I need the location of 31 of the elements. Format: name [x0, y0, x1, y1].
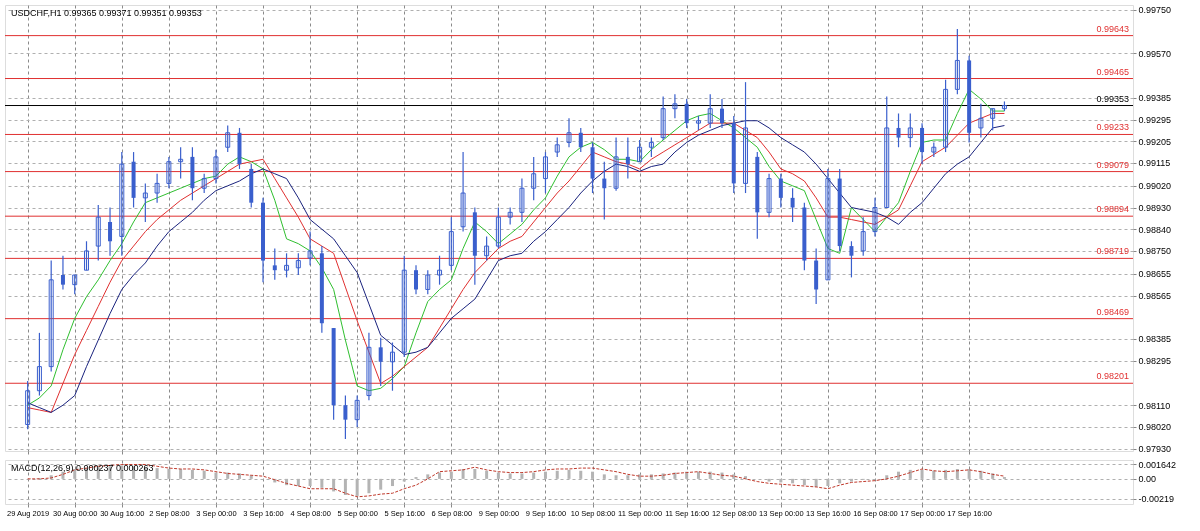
ref-line-label: 0.98719	[1096, 246, 1129, 257]
y-tick-label: 0.99385	[1138, 93, 1172, 104]
y-tick-label: 0.98565	[1138, 291, 1172, 301]
chart-title: USDCHF,H1 0.99365 0.99371 0.99351 0.99353	[11, 8, 202, 18]
y-tick-label: 0.99020	[1138, 181, 1172, 192]
y-tick-label: 0.98750	[1138, 246, 1172, 257]
y-tick-label: 0.99295	[1138, 115, 1172, 126]
ref-line-label: 0.98469	[1096, 306, 1129, 317]
y-tick-label: 0.99570	[1138, 48, 1172, 59]
ref-line-label: 0.98201	[1096, 371, 1129, 382]
ref-line-label: 0.99353	[1096, 93, 1129, 104]
y-tick-label: 0.98020	[1138, 422, 1172, 433]
chart-title: MACD(12,26,9) 0.000237 0.000263	[11, 463, 154, 473]
y-tick-label: 0.98840	[1138, 224, 1172, 235]
y-tick-label: 0.99750	[1138, 5, 1172, 16]
y-tick-label: 0.99115	[1138, 158, 1171, 169]
y-tick-label: 0.99205	[1138, 136, 1172, 147]
y-tick-label: 0.00	[1138, 474, 1157, 485]
y-tick-label: 0.98655	[1138, 269, 1172, 280]
y-tick-label: 0.98110	[1138, 400, 1171, 411]
y-tick-label: 0.001642	[1138, 459, 1177, 470]
ref-line-label: 0.99643	[1096, 23, 1129, 34]
ref-line-label: 0.99465	[1096, 66, 1129, 77]
y-tick-label: 0.98930	[1138, 203, 1172, 214]
ref-line-label: 0.99233	[1096, 122, 1129, 133]
y-tick-label: 0.98295	[1138, 356, 1172, 367]
y-tick-label: 0.97930	[1138, 444, 1172, 455]
ref-line-label: 0.99079	[1096, 159, 1129, 170]
y-tick-label: 0.98385	[1138, 334, 1172, 345]
y-tick-label: -0.00219	[1138, 494, 1175, 505]
ref-line-label: 0.98894	[1096, 204, 1129, 215]
